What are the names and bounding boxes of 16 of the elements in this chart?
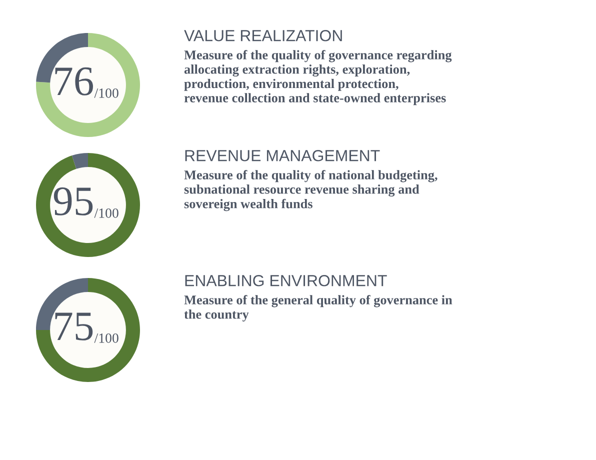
text: ENABLING ENVIRONMENT <box>185 274 387 286</box>
donut-slice <box>36 153 140 257</box>
text: /100 <box>94 333 118 343</box>
donut-slice <box>72 153 88 169</box>
text: /100 <box>94 88 118 98</box>
text: REVENUE MANAGEMENT <box>185 150 380 162</box>
text: Measure of the quality of national budgeting, subnational resource revenue sharing and sovereign wealth funds <box>184 170 438 212</box>
donut-slice <box>36 278 140 382</box>
text: /100 <box>94 208 118 218</box>
donut-slice <box>36 33 140 137</box>
text: Measure of the general quality of governance in the country <box>184 295 452 322</box>
text: VALUE REALIZATION <box>184 30 342 42</box>
text: 76 <box>55 67 93 96</box>
text: 95 <box>54 187 93 216</box>
text: Measure of the quality of governance regarding allocating extraction rights, exploration, production, environmental protection, revenue collection and state-owned enterprises <box>184 50 452 106</box>
text: 75 <box>55 312 93 340</box>
